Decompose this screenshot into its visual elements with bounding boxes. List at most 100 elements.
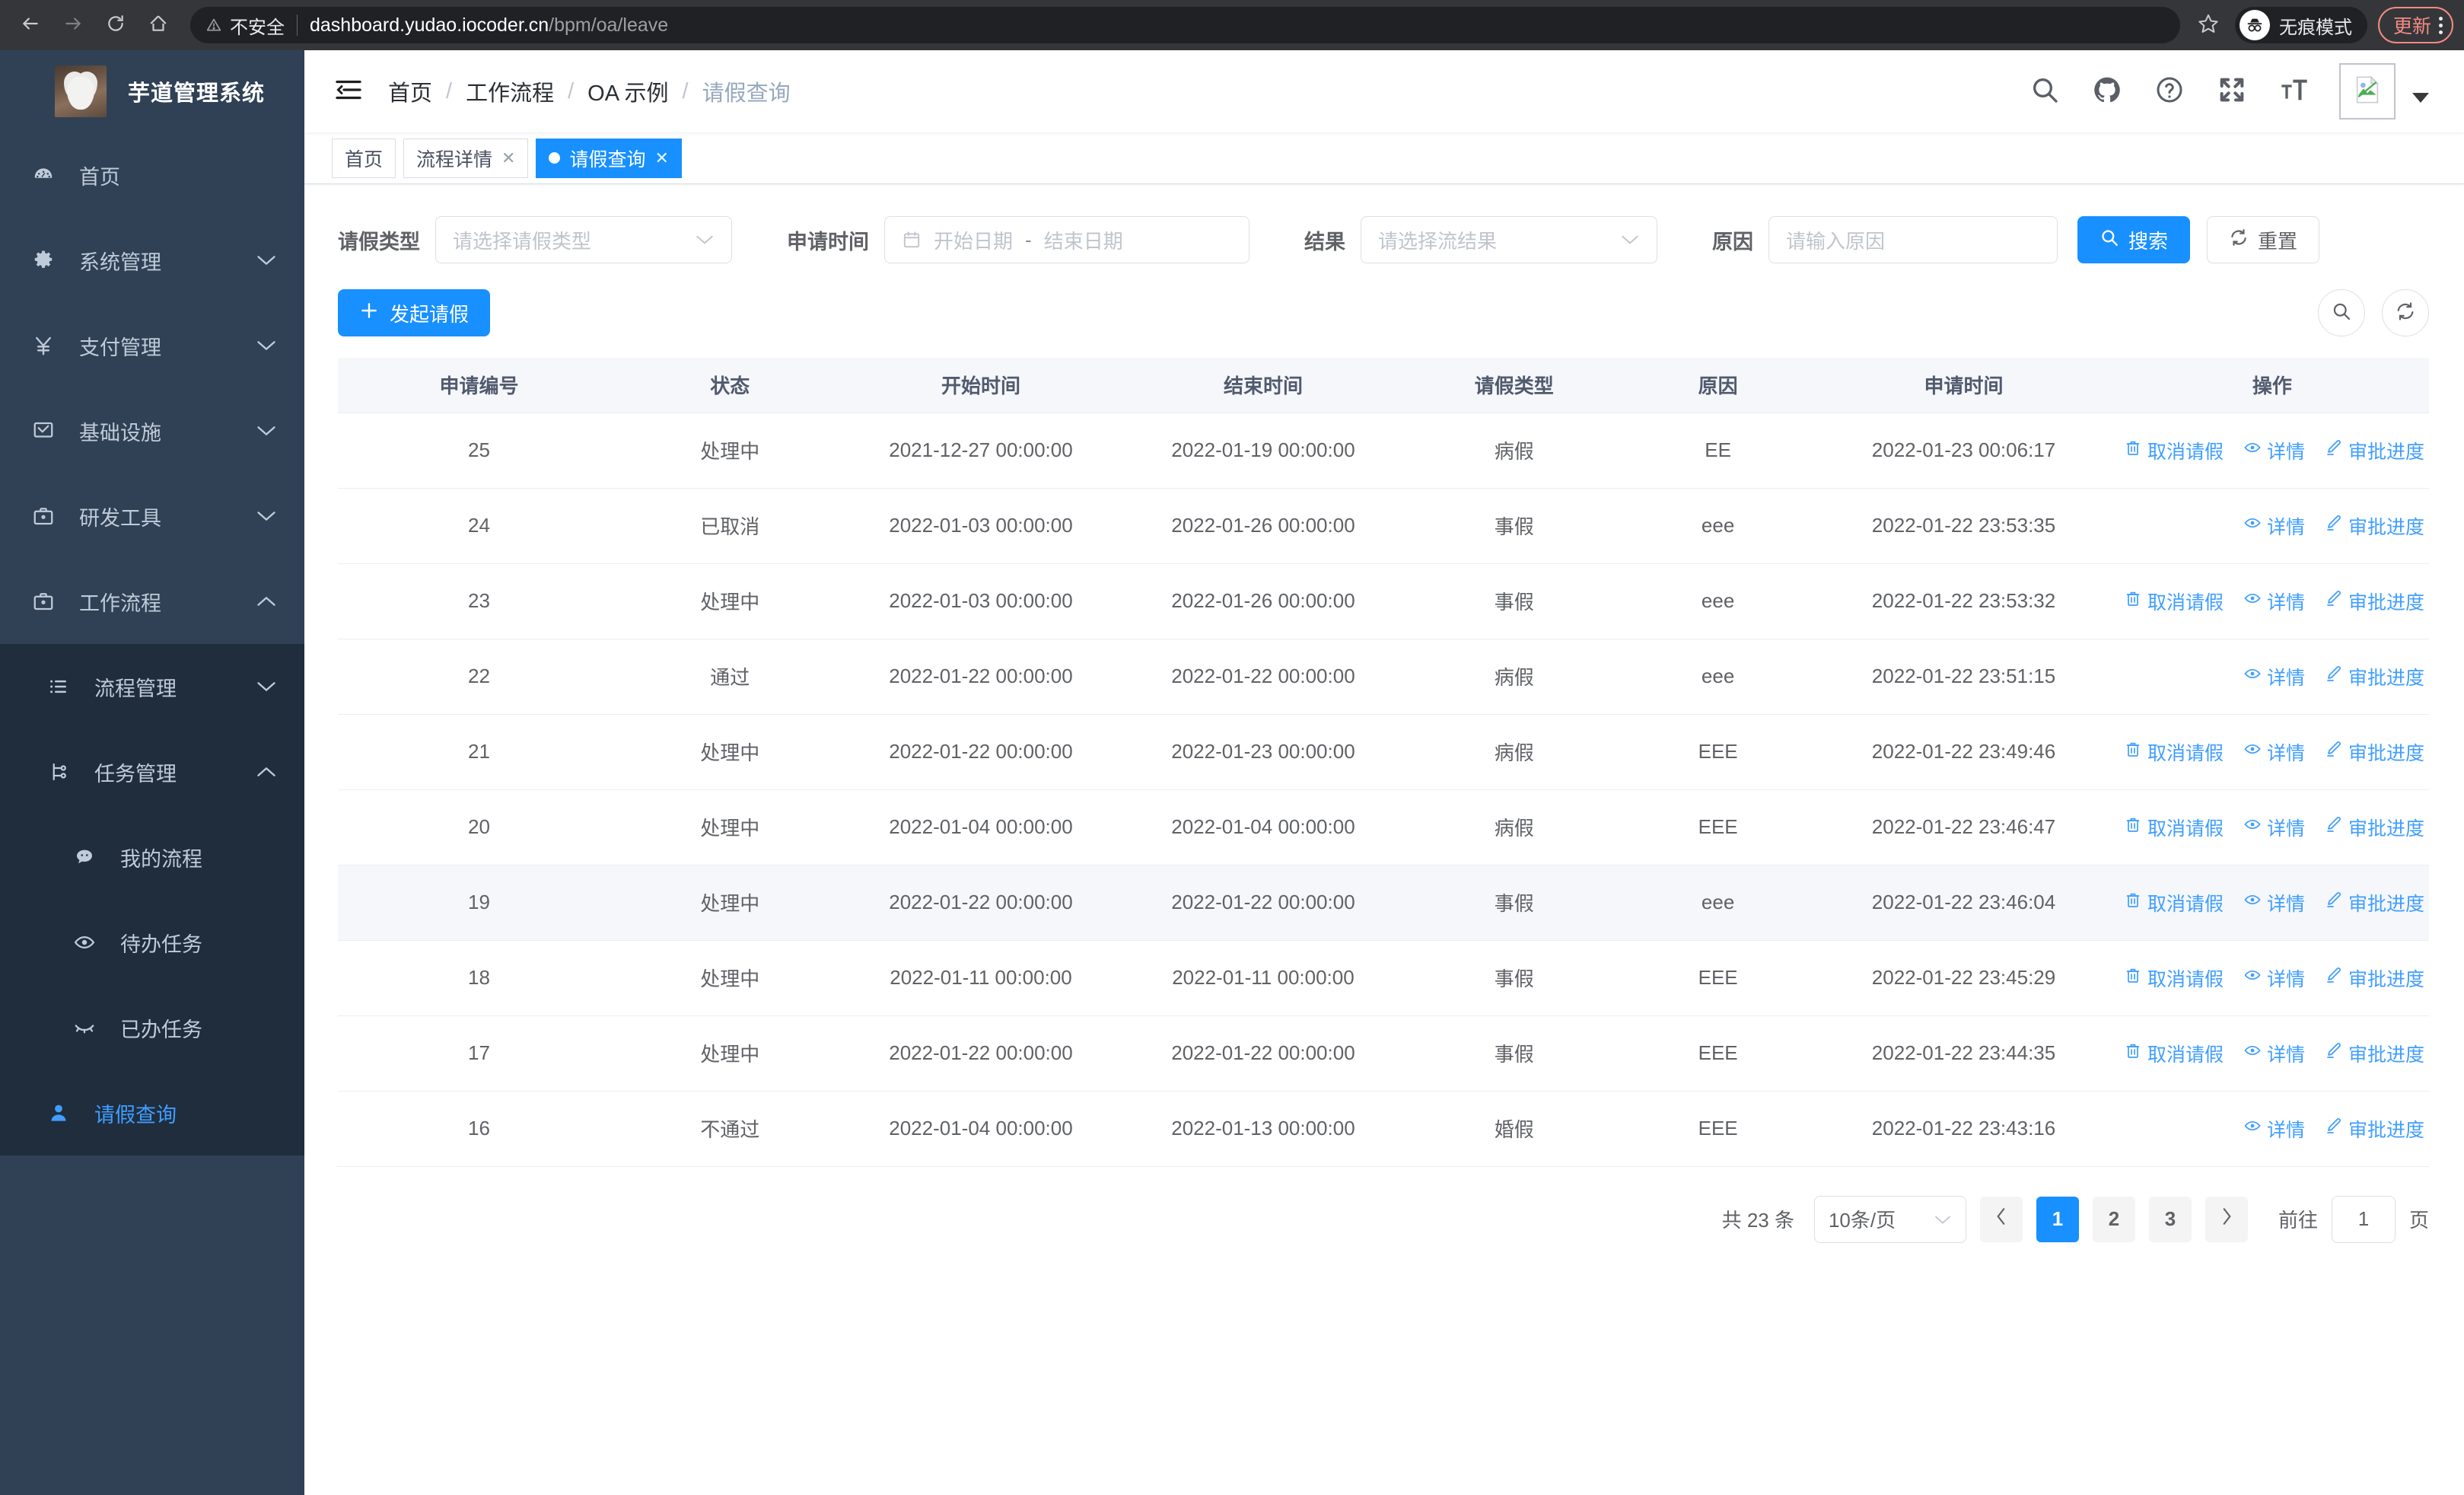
tab-home[interactable]: 首页 (332, 138, 396, 178)
detail-link[interactable]: 详情 (2243, 512, 2305, 540)
result-select[interactable]: 请选择流结果 (1361, 216, 1657, 263)
reload-button[interactable] (96, 5, 135, 45)
breadcrumb-item-workflow[interactable]: 工作流程 (466, 81, 555, 106)
sidebar-item-done-tasks[interactable]: 已办任务 (0, 985, 304, 1070)
table-row[interactable]: 16 不通过 2022-01-04 00:00:00 2022-01-13 00:00… (338, 1091, 2429, 1167)
caret-down-icon[interactable] (2412, 93, 2429, 103)
sidebar-item-todo-tasks[interactable]: 待办任务 (0, 900, 304, 985)
cancel-leave-link[interactable]: 取消请假 (2124, 738, 2224, 766)
page-size-select[interactable]: 10条/页 (1813, 1195, 1966, 1243)
approval-progress-link[interactable]: 审批进度 (2325, 889, 2424, 916)
apply-time-daterange[interactable]: 开始日期 - 结束日期 (884, 216, 1250, 263)
pagination-prev-button[interactable] (1979, 1196, 2023, 1242)
cell-status: 通过 (619, 639, 840, 715)
cancel-leave-link[interactable]: 取消请假 (2124, 588, 2224, 615)
trash-icon (2124, 438, 2142, 462)
sidebar-item-process-management[interactable]: 流程管理 (0, 644, 304, 729)
table-search-button[interactable] (2318, 289, 2365, 336)
cell-apply-id: 19 (338, 865, 620, 941)
pagination-jump-input[interactable]: 1 (2331, 1195, 2396, 1243)
table-row[interactable]: 19 处理中 2022-01-22 00:00:00 2022-01-22 00:00… (338, 865, 2429, 941)
forward-button[interactable] (53, 5, 93, 45)
leave-type-select[interactable]: 请选择请假类型 (435, 216, 732, 263)
sidebar-item-dev-tools[interactable]: 研发工具 (0, 473, 304, 559)
row-actions: 取消请假 详情 审批进度 (2115, 588, 2429, 615)
breadcrumb-item-home[interactable]: 首页 (388, 81, 433, 106)
github-link-button[interactable] (2090, 74, 2125, 109)
breadcrumb-item-oa-demo[interactable]: OA 示例 (587, 81, 669, 106)
detail-link[interactable]: 详情 (2243, 814, 2305, 841)
tab-process-detail[interactable]: 流程详情 ✕ (403, 138, 529, 178)
table-row[interactable]: 24 已取消 2022-01-03 00:00:00 2022-01-26 00:00… (338, 488, 2429, 564)
cancel-leave-link[interactable]: 取消请假 (2124, 889, 2224, 916)
header-search-button[interactable] (2027, 74, 2062, 109)
cancel-leave-link[interactable]: 取消请假 (2124, 814, 2224, 841)
pagination-page-2[interactable]: 2 (2092, 1196, 2135, 1242)
close-icon[interactable]: ✕ (501, 148, 516, 167)
incognito-indicator[interactable]: 无痕模式 (2234, 7, 2367, 43)
update-button[interactable]: 更新 (2377, 7, 2453, 43)
sidebar-item-system[interactable]: 系统管理 (0, 218, 304, 303)
approval-progress-link[interactable]: 审批进度 (2325, 1115, 2424, 1143)
sidebar-item-my-process[interactable]: 我的流程 (0, 814, 304, 900)
back-button[interactable] (11, 5, 50, 45)
detail-link[interactable]: 详情 (2243, 1115, 2305, 1143)
detail-link[interactable]: 详情 (2243, 964, 2305, 992)
address-bar[interactable]: 不安全 dashboard.yudao.iocoder.cn /bpm/oa/l… (190, 7, 2180, 43)
detail-link[interactable]: 详情 (2243, 1040, 2305, 1067)
approval-progress-link[interactable]: 审批进度 (2325, 512, 2424, 540)
sidebar-item-task-management[interactable]: 任务管理 (0, 729, 304, 814)
cancel-leave-link[interactable]: 取消请假 (2124, 964, 2224, 992)
approval-progress-link[interactable]: 审批进度 (2325, 814, 2424, 841)
sidebar-item-leave-query[interactable]: 请假查询 (0, 1070, 304, 1156)
detail-link[interactable]: 详情 (2243, 889, 2305, 916)
avatar[interactable] (2339, 63, 2396, 120)
table-row[interactable]: 17 处理中 2022-01-22 00:00:00 2022-01-22 00:00… (338, 1015, 2429, 1092)
reason-label: 原因 (1712, 230, 1753, 253)
table-row[interactable]: 21 处理中 2022-01-22 00:00:00 2022-01-23 00:00… (338, 714, 2429, 790)
approval-progress-link[interactable]: 审批进度 (2325, 738, 2424, 766)
cancel-leave-link[interactable]: 取消请假 (2124, 1040, 2224, 1067)
cell-start-time: 2022-01-04 00:00:00 (839, 789, 1122, 865)
sidebar-item-infrastructure[interactable]: 基础设施 (0, 388, 304, 473)
font-size-button[interactable] (2277, 74, 2312, 109)
fullscreen-button[interactable] (2214, 74, 2249, 109)
tab-leave-query[interactable]: 请假查询 ✕ (536, 138, 682, 178)
approval-progress-link[interactable]: 审批进度 (2325, 437, 2424, 464)
table-row[interactable]: 18 处理中 2022-01-11 00:00:00 2022-01-11 00:00… (338, 940, 2429, 1016)
table-row[interactable]: 20 处理中 2022-01-04 00:00:00 2022-01-04 00:00… (338, 789, 2429, 865)
sidebar-toggle-button[interactable] (332, 75, 365, 108)
search-button[interactable]: 搜索 (2077, 216, 2191, 263)
kebab-menu-icon[interactable] (2439, 16, 2443, 34)
bookmark-button[interactable] (2191, 8, 2226, 43)
cell-end-time: 2022-01-19 00:00:00 (1122, 413, 1405, 489)
sidebar-item-workflow[interactable]: 工作流程 (0, 559, 304, 644)
forward-arrow-icon (63, 14, 83, 37)
table-row[interactable]: 25 处理中 2021-12-27 00:00:00 2022-01-19 00:00… (338, 413, 2429, 489)
sidebar-item-payment[interactable]: 支付管理 (0, 303, 304, 388)
sidebar-item-home[interactable]: 首页 (0, 132, 304, 218)
help-button[interactable] (2152, 74, 2187, 109)
sidebar-logo[interactable]: 芋道管理系统 (0, 50, 304, 132)
reset-button[interactable]: 重置 (2207, 216, 2320, 263)
pagination-next-button[interactable] (2205, 1196, 2248, 1242)
detail-link[interactable]: 详情 (2243, 663, 2305, 690)
approval-progress-link[interactable]: 审批进度 (2325, 588, 2424, 615)
home-button[interactable] (138, 5, 178, 45)
detail-link[interactable]: 详情 (2243, 588, 2305, 615)
close-icon[interactable]: ✕ (654, 148, 669, 167)
pagination-page-1[interactable]: 1 (2036, 1196, 2079, 1242)
approval-progress-link[interactable]: 审批进度 (2325, 663, 2424, 690)
pagination-page-3[interactable]: 3 (2148, 1196, 2192, 1242)
approval-progress-link[interactable]: 审批进度 (2325, 1040, 2424, 1067)
cancel-leave-link[interactable]: 取消请假 (2124, 437, 2224, 464)
table-row[interactable]: 23 处理中 2022-01-03 00:00:00 2022-01-26 00:00… (338, 563, 2429, 639)
detail-link[interactable]: 详情 (2243, 437, 2305, 464)
detail-link[interactable]: 详情 (2243, 738, 2305, 766)
create-leave-button[interactable]: 发起请假 (338, 289, 491, 336)
table-refresh-button[interactable] (2382, 289, 2429, 336)
approval-progress-link[interactable]: 审批进度 (2325, 964, 2424, 992)
table-row[interactable]: 22 通过 2022-01-22 00:00:00 2022-01-22 00:00:… (338, 639, 2429, 715)
chevron-down-icon (256, 249, 277, 273)
reason-input[interactable]: 请输入原因 (1768, 216, 2058, 263)
